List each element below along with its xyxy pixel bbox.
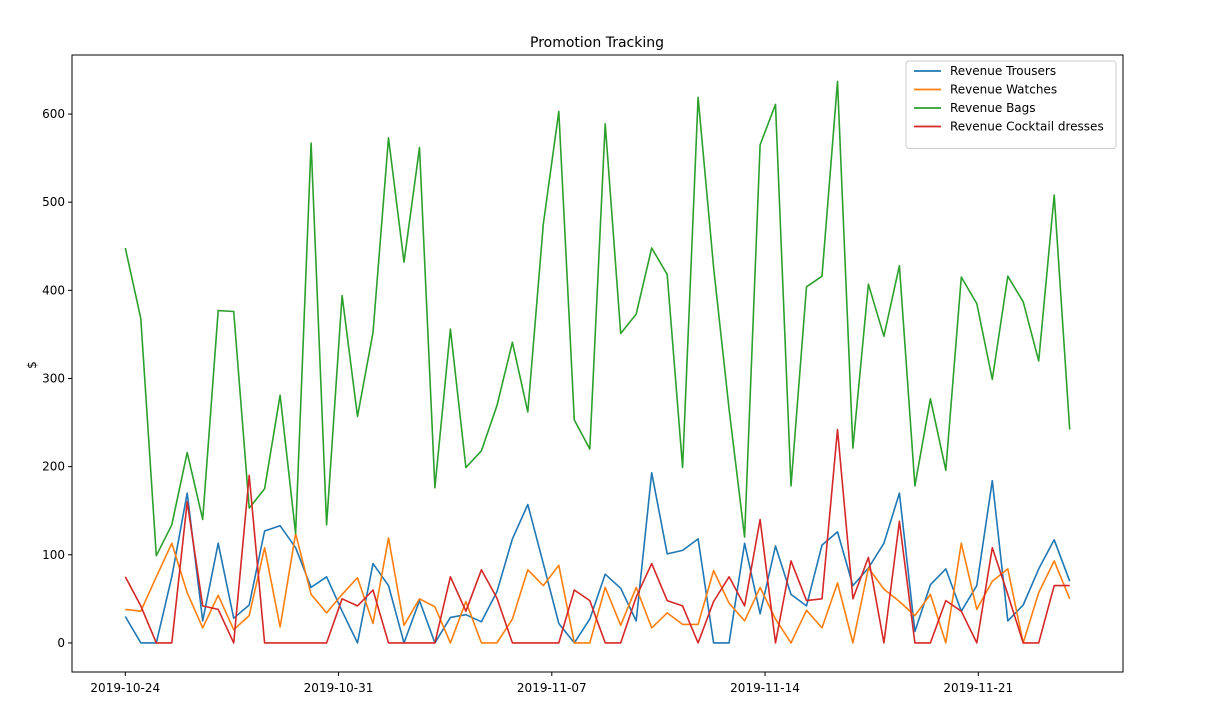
series-line-revenue-bags xyxy=(124,80,1071,557)
legend: Revenue Trousers Revenue Watches Revenue B… xyxy=(905,60,1117,149)
x-tick-label: 2019-11-14 xyxy=(730,681,800,695)
x-axis: 2019-10-24 2019-10-31 2019-11-07 2019-11-14… xyxy=(90,672,1013,695)
chart-title: Promotion Tracking xyxy=(530,35,664,51)
y-tick-label: 400 xyxy=(42,283,65,297)
legend-box xyxy=(905,60,1117,149)
x-tick-label: 2019-10-24 xyxy=(90,681,160,695)
legend-entry-label: Revenue Cocktail dresses xyxy=(950,120,1104,134)
series-lines xyxy=(124,80,1071,644)
y-tick-label: 0 xyxy=(57,636,65,650)
series-line-revenue-trousers xyxy=(124,471,1071,644)
legend-entry-label: Revenue Trousers xyxy=(950,64,1056,78)
y-tick-label: 500 xyxy=(42,195,65,209)
series-line-revenue-cocktail-dresses xyxy=(124,428,1070,644)
y-tick-label: 100 xyxy=(42,548,65,562)
x-tick-label: 2019-11-21 xyxy=(943,681,1013,695)
x-tick-label: 2019-11-07 xyxy=(517,681,587,695)
y-tick-label: 300 xyxy=(42,371,65,385)
y-tick-label: 600 xyxy=(42,107,65,121)
y-tick-label: 200 xyxy=(42,460,65,474)
plot-frame xyxy=(71,54,1124,673)
x-tick-label: 2019-10-31 xyxy=(304,681,374,695)
y-axis: 0 100 200 300 400 500 600 xyxy=(42,107,72,650)
legend-entry-label: Revenue Bags xyxy=(950,101,1036,115)
y-axis-label: $ xyxy=(25,361,39,369)
series-line-revenue-watches xyxy=(125,532,1071,644)
legend-entry-label: Revenue Watches xyxy=(950,83,1057,97)
